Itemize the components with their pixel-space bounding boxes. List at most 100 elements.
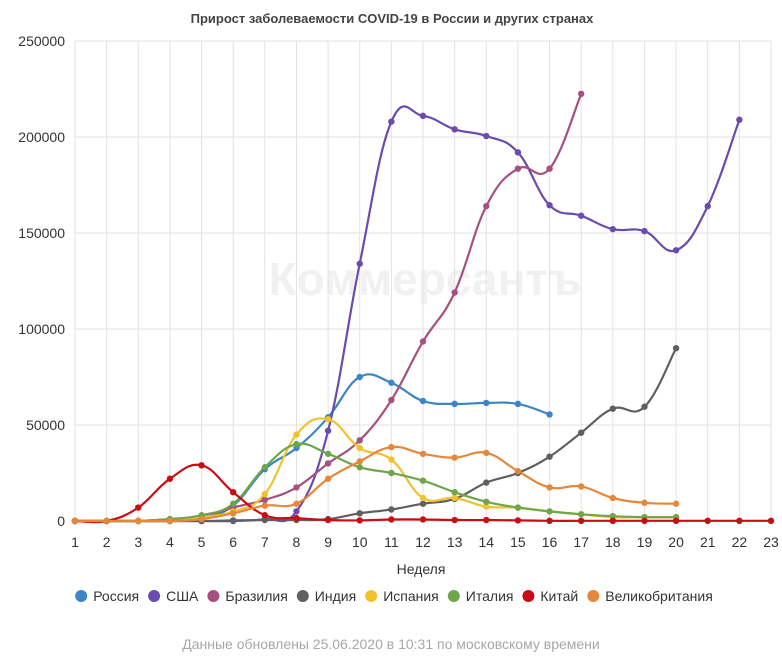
data-point	[356, 373, 363, 381]
data-point	[324, 516, 332, 524]
data-point	[324, 450, 332, 457]
legend-marker	[447, 590, 460, 602]
x-tick-label: 23	[763, 534, 779, 550]
legend-marker	[148, 590, 161, 602]
data-point	[451, 494, 458, 502]
legend-marker	[207, 590, 220, 602]
data-point	[577, 483, 585, 490]
x-tick-label: 9	[324, 534, 332, 550]
data-point	[293, 514, 300, 522]
data-point	[577, 517, 585, 525]
data-point	[451, 516, 458, 524]
data-point	[198, 515, 205, 523]
legend-marker	[296, 590, 309, 602]
data-point	[166, 475, 174, 482]
data-point	[451, 400, 458, 408]
data-point	[293, 431, 300, 438]
data-point	[388, 469, 395, 477]
data-point	[356, 464, 363, 471]
data-point	[388, 118, 395, 125]
series-line	[74, 445, 677, 523]
data-point	[229, 500, 237, 507]
data-point	[672, 517, 680, 525]
data-point	[483, 503, 490, 510]
data-point	[609, 225, 617, 233]
x-tick-label: 16	[542, 534, 558, 550]
data-point	[736, 116, 743, 123]
x-tick-label: 15	[510, 534, 526, 550]
legend-item: США	[148, 588, 199, 604]
data-point	[293, 441, 300, 448]
data-point	[483, 479, 490, 486]
data-point	[672, 500, 680, 507]
data-point	[356, 444, 363, 452]
data-point	[483, 399, 490, 407]
data-point	[609, 513, 617, 520]
x-tick-label: 5	[198, 534, 206, 550]
x-tick-label: 17	[573, 534, 589, 550]
data-point	[577, 90, 585, 98]
data-point	[609, 494, 617, 502]
data-point	[419, 494, 427, 502]
data-point	[546, 517, 553, 525]
data-point	[451, 489, 458, 496]
data-point	[419, 477, 427, 484]
data-point	[356, 517, 363, 524]
data-point	[356, 510, 363, 517]
data-point	[261, 464, 269, 471]
legend-item: Россия	[75, 588, 139, 604]
legend-item: Великобритания	[587, 588, 713, 604]
data-point	[672, 247, 680, 254]
x-axis-ticks: 1 2 3 4 5 6 7 8 9 10 11 12 13 14 15 16 17 18 19 20 21 22 23	[71, 534, 779, 550]
x-tick-label: 21	[700, 534, 716, 550]
data-point	[546, 165, 553, 172]
data-point	[641, 517, 648, 525]
data-point	[577, 212, 585, 219]
y-tick-label: 250000	[18, 33, 65, 49]
data-point	[704, 202, 711, 210]
series-line	[74, 347, 678, 523]
data-point	[641, 403, 648, 410]
x-tick-label: 22	[732, 534, 748, 550]
data-point	[293, 484, 300, 491]
legend-item: Италия	[447, 588, 514, 604]
data-point	[229, 510, 237, 517]
data-point	[546, 453, 553, 460]
data-point	[356, 437, 363, 444]
data-point	[419, 112, 427, 120]
x-tick-label: 4	[166, 534, 174, 550]
data-point	[388, 443, 395, 451]
legend-marker	[587, 590, 600, 602]
data-point	[609, 405, 617, 412]
data-point	[419, 450, 427, 457]
data-point	[514, 400, 522, 408]
data-point	[641, 499, 648, 506]
data-point	[546, 411, 553, 418]
data-point	[419, 338, 427, 345]
y-tick-label: 50000	[26, 417, 65, 433]
data-point	[546, 201, 553, 209]
data-point	[261, 490, 269, 498]
x-tick-label: 14	[478, 534, 494, 550]
legend-label: Италия	[466, 588, 514, 604]
legend-marker	[75, 590, 88, 602]
legend-label: Россия	[93, 588, 139, 604]
legend-label: Бразилия	[225, 588, 287, 604]
x-tick-label: 19	[637, 534, 653, 550]
data-point	[388, 456, 395, 463]
x-tick-label: 3	[134, 534, 142, 550]
x-tick-label: 8	[293, 534, 301, 550]
data-point	[483, 516, 490, 524]
legend-item: Индия	[296, 588, 356, 604]
y-axis-ticks: 0 50000 100000 150000 200000 250000	[18, 33, 65, 529]
legend-label: Индия	[315, 588, 356, 604]
data-point	[419, 516, 427, 523]
data-point	[451, 126, 458, 133]
series-points	[71, 90, 775, 525]
watermark: Коммерсантъ	[269, 253, 582, 305]
data-point	[293, 508, 300, 515]
data-point	[388, 396, 395, 404]
data-point	[514, 504, 522, 511]
data-point	[451, 289, 458, 296]
x-tick-label: 12	[415, 534, 431, 550]
